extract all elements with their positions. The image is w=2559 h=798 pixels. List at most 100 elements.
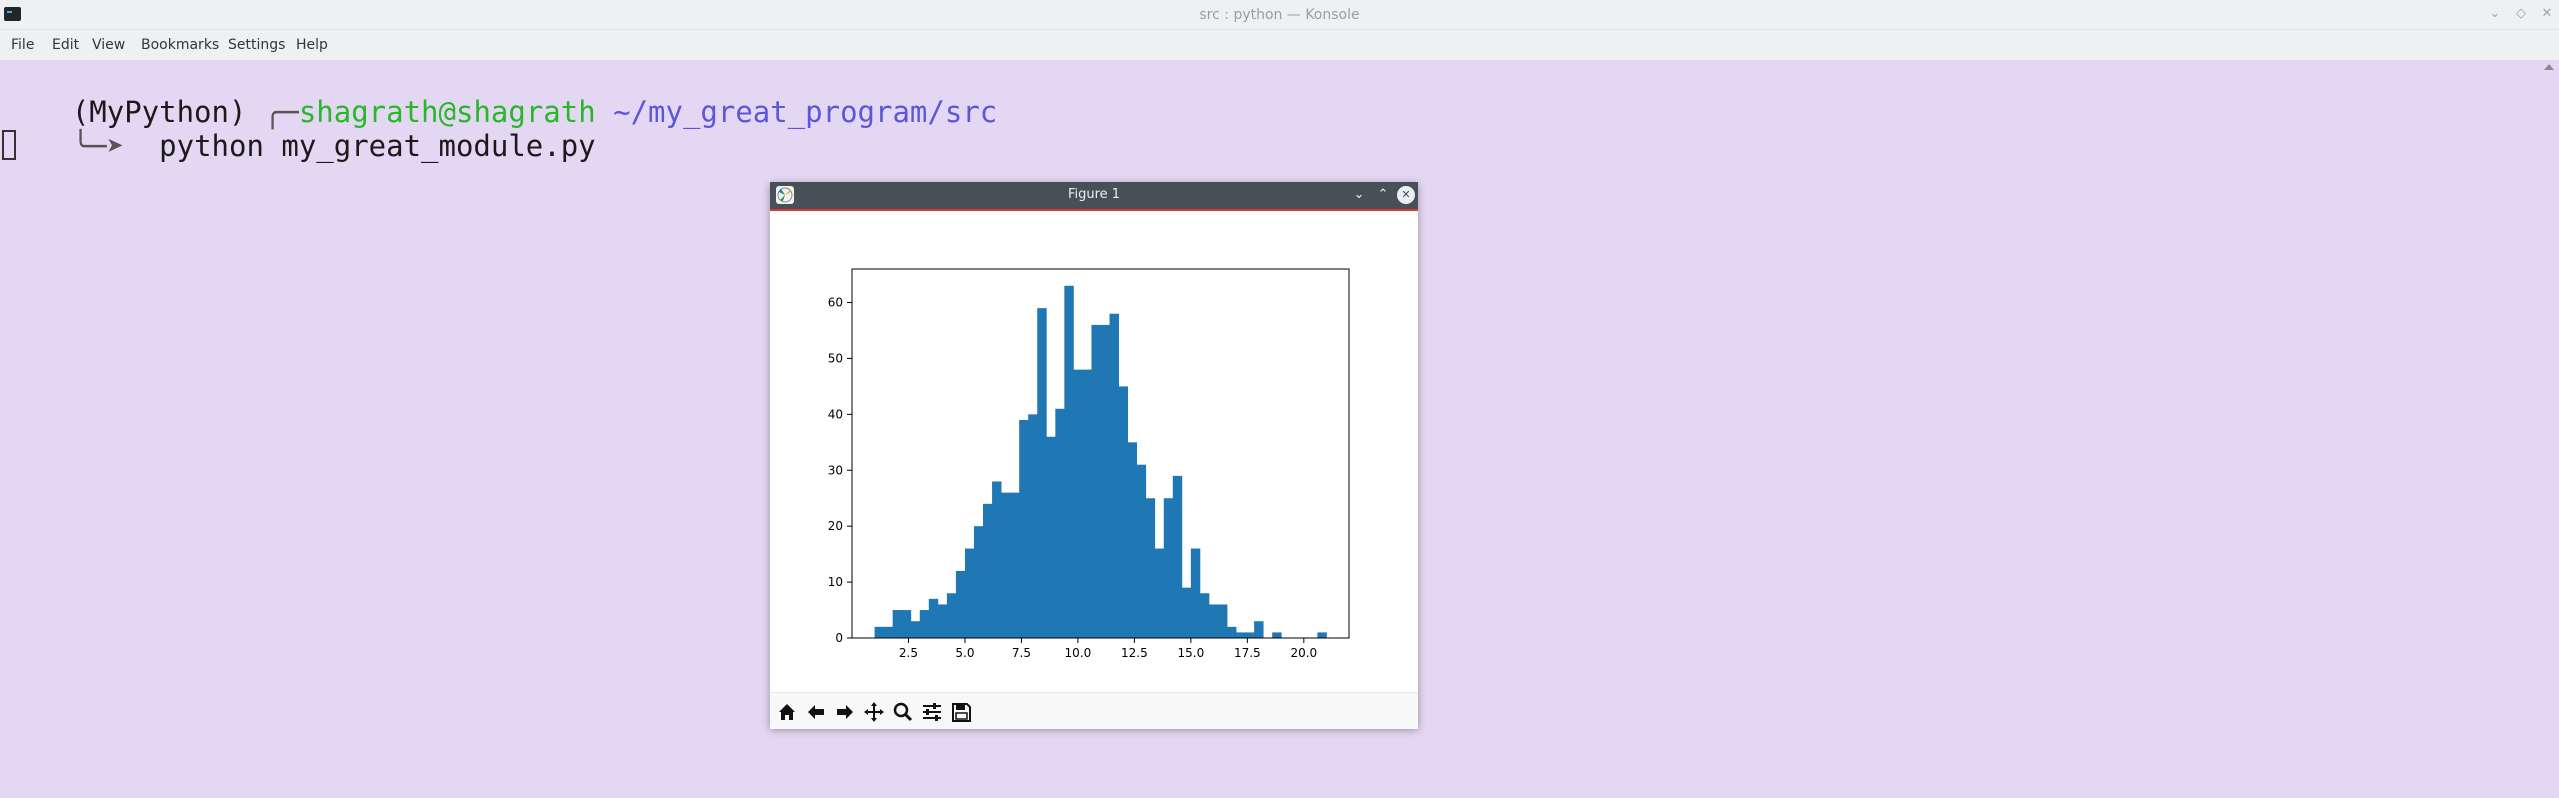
user-host: shagrath@shagrath [298, 95, 596, 129]
command-text: python my_great_module.py [159, 129, 596, 163]
histogram-bar [992, 481, 1002, 638]
histogram-bar [1010, 492, 1020, 638]
y-tick-label: 30 [828, 463, 843, 477]
histogram-bar [1118, 386, 1129, 638]
histogram-bar [1236, 632, 1246, 638]
y-tick-label: 60 [828, 296, 843, 310]
figure-maximize-icon[interactable]: ⌃ [1377, 187, 1389, 202]
histogram-bar [1163, 498, 1174, 638]
histogram-bar [955, 570, 966, 638]
terminal-area[interactable]: (MyPython) ╭─shagrath@shagrath ~/my_grea… [0, 60, 2540, 798]
figure-minimize-icon[interactable]: ⌄ [1353, 187, 1365, 202]
x-tick-label: 20.0 [1290, 646, 1317, 660]
histogram-bar [1245, 632, 1255, 638]
menu-help[interactable]: Help [296, 37, 328, 53]
histogram-bar [1028, 414, 1038, 638]
x-tick-label: 17.5 [1234, 646, 1261, 660]
zoom-icon[interactable] [890, 699, 916, 725]
histogram-bar [1046, 436, 1056, 638]
histogram-bar [910, 621, 921, 638]
histogram-bar [1317, 632, 1327, 638]
histogram-bar [1001, 492, 1011, 638]
prompt-arrow: ╰─➤ [71, 129, 125, 163]
histogram-bar [1208, 604, 1219, 638]
menu-bar: File Edit View Bookmarks Settings Help [0, 30, 2559, 60]
histogram-bar [937, 604, 948, 638]
menu-view[interactable]: View [92, 37, 126, 53]
x-tick-label: 15.0 [1178, 646, 1205, 660]
minimize-icon[interactable]: ⌄ [2489, 6, 2501, 21]
histogram-bar [1190, 548, 1201, 638]
histogram-bar [1145, 498, 1156, 638]
window-title: src : python — Konsole [1199, 7, 1360, 23]
pan-icon[interactable] [861, 699, 887, 725]
histogram-bar [1073, 369, 1083, 638]
home-icon[interactable] [774, 699, 800, 725]
menu-file[interactable]: File [11, 37, 35, 53]
histogram-bar [1019, 419, 1029, 638]
y-tick-label: 50 [828, 351, 843, 365]
histogram-bar [1254, 621, 1264, 638]
virtualenv-label: (MyPython) [71, 95, 247, 129]
histogram-bar [1064, 285, 1074, 638]
menu-edit[interactable]: Edit [52, 37, 80, 53]
histogram-bar [928, 598, 939, 638]
histogram-bar [1154, 548, 1165, 638]
maximize-icon[interactable]: ◇ [2516, 6, 2526, 21]
histogram-bar [1082, 369, 1092, 638]
histogram-bar [892, 610, 903, 638]
x-tick-label: 12.5 [1121, 646, 1148, 660]
histogram-bar [964, 548, 975, 638]
command-line: ╰─➤ python my_great_module.py [2, 95, 596, 197]
histogram-bar [1227, 626, 1237, 638]
histogram-bar [1172, 475, 1183, 638]
histogram-bar [1109, 313, 1119, 638]
histogram-bar [1100, 324, 1110, 638]
save-icon[interactable] [948, 699, 974, 725]
histogram-bar [1272, 632, 1282, 638]
histogram-bar [1055, 408, 1065, 638]
histogram-bar [1181, 587, 1192, 638]
histogram-bar [1217, 604, 1228, 638]
matplotlib-app-icon [776, 186, 794, 204]
close-icon[interactable]: ✕ [2541, 6, 2553, 21]
figure-titlebar[interactable]: Figure 1 ⌄ ⌃ ✕ [770, 182, 1418, 211]
terminal-cursor [2, 130, 16, 160]
plot-frame [851, 268, 1350, 639]
histogram-bar [946, 593, 957, 638]
x-tick-label: 10.0 [1065, 646, 1092, 660]
figure-title: Figure 1 [1067, 187, 1121, 202]
scroll-up-icon[interactable] [2544, 64, 2554, 70]
forward-icon[interactable] [832, 699, 858, 725]
terminal-scrollbar[interactable] [2540, 60, 2559, 798]
figure-window[interactable]: Figure 1 ⌄ ⌃ ✕ 2.5 5.0 7.5 10.0 12.5 15.0 17.5… [770, 182, 1418, 729]
x-tick-label: 5.0 [955, 646, 974, 660]
x-tick-label: 2.5 [899, 646, 918, 660]
y-tick-label: 20 [828, 519, 843, 533]
histogram-bar [983, 503, 993, 638]
konsole-titlebar[interactable]: src : python — Konsole ⌄ ◇ ✕ [0, 0, 2559, 30]
konsole-app-icon [4, 7, 21, 21]
histogram-bar [1127, 442, 1138, 638]
histogram-bar [883, 626, 894, 638]
histogram-chart[interactable]: 2.5 5.0 7.5 10.0 12.5 15.0 17.5 20.0 0 10 20 30 40 50… [770, 211, 1418, 690]
prompt-box-top: ╭─ [263, 95, 299, 129]
histogram-bar [1091, 324, 1101, 638]
histogram-bar [874, 626, 885, 638]
back-icon[interactable] [803, 699, 829, 725]
histogram-bar [901, 610, 912, 638]
current-path: ~/my_great_program/src [613, 95, 998, 129]
prompt-line: (MyPython) ╭─shagrath@shagrath ~/my_grea… [2, 61, 997, 163]
x-tick-label: 7.5 [1012, 646, 1031, 660]
figure-close-icon[interactable]: ✕ [1397, 186, 1415, 204]
menu-settings[interactable]: Settings [228, 37, 286, 53]
y-tick-label: 10 [828, 575, 843, 589]
y-tick-label: 0 [835, 631, 843, 645]
y-tick-label: 40 [828, 407, 843, 421]
menu-bookmarks[interactable]: Bookmarks [141, 37, 220, 53]
histogram-bar [1199, 593, 1210, 638]
configure-subplots-icon[interactable] [919, 699, 945, 725]
histogram-bar [1037, 308, 1047, 638]
histogram-bar [973, 526, 984, 638]
histogram-bar [919, 610, 930, 638]
